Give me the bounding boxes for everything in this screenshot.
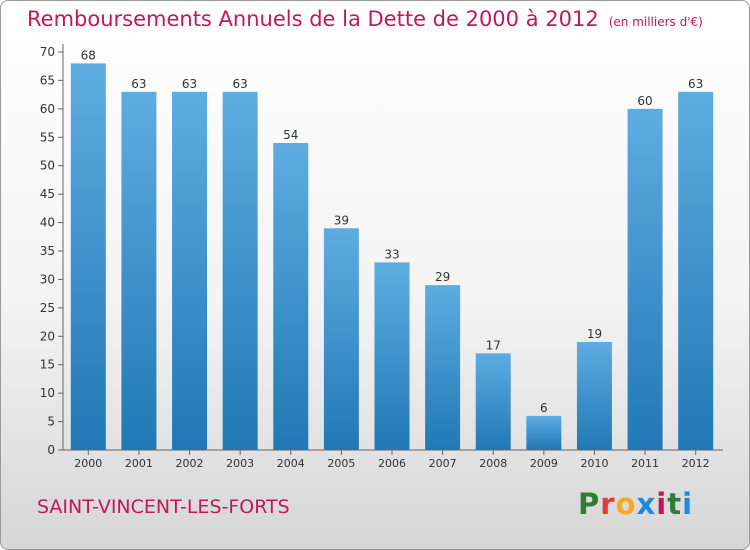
- y-tick-label: 25: [40, 301, 55, 315]
- x-tick-label: 2000: [74, 457, 102, 470]
- data-label: 68: [81, 48, 96, 62]
- data-label: 54: [283, 128, 298, 142]
- y-tick-label: 55: [40, 130, 55, 144]
- bar: [627, 108, 663, 450]
- x-tick-label: 2011: [631, 457, 659, 470]
- data-label: 29: [435, 270, 450, 284]
- data-label: 63: [688, 77, 703, 91]
- chart-title: Remboursements Annuels de la Dette de 20…: [27, 7, 703, 31]
- proxiti-logo: Proxiti: [578, 487, 693, 521]
- data-label: 19: [587, 327, 602, 341]
- x-tick-label: 2010: [580, 457, 608, 470]
- bar: [121, 91, 157, 451]
- y-tick-label: 40: [40, 216, 55, 230]
- data-label: 39: [334, 213, 349, 227]
- data-label: 60: [637, 94, 652, 108]
- x-tick-label: 2001: [125, 457, 153, 470]
- bar: [273, 142, 309, 450]
- data-label: 6: [540, 401, 548, 415]
- title-text: Remboursements Annuels de la Dette de 20…: [27, 7, 599, 31]
- logo-letter: i: [682, 487, 694, 521]
- x-tick-label: 2002: [176, 457, 204, 470]
- y-tick-label: 65: [40, 73, 55, 87]
- y-tick-label: 35: [40, 244, 55, 258]
- logo-letter: r: [600, 487, 616, 521]
- data-label: 63: [182, 77, 197, 91]
- y-tick-label: 0: [47, 443, 55, 457]
- logo-letter: P: [578, 487, 601, 521]
- bar: [222, 91, 258, 451]
- x-tick-label: 2009: [530, 457, 558, 470]
- logo-letter: t: [667, 487, 683, 521]
- y-tick-label: 20: [40, 329, 55, 343]
- logo-letter: o: [615, 487, 637, 521]
- y-tick-label: 50: [40, 159, 55, 173]
- logo-letter: x: [636, 487, 657, 521]
- x-tick-label: 2008: [479, 457, 507, 470]
- y-tick-label: 45: [40, 187, 55, 201]
- bar: [526, 415, 562, 450]
- x-tick-label: 2006: [378, 457, 406, 470]
- bar: [374, 262, 410, 450]
- bar: [172, 91, 208, 451]
- data-label: 17: [486, 338, 501, 352]
- x-tick-label: 2012: [682, 457, 710, 470]
- data-label: 63: [131, 77, 146, 91]
- y-tick-label: 60: [40, 102, 55, 116]
- y-tick-label: 70: [40, 45, 55, 59]
- x-tick-label: 2005: [327, 457, 355, 470]
- y-tick-label: 30: [40, 272, 55, 286]
- bar: [576, 341, 612, 450]
- bar: [70, 63, 106, 450]
- bar: [323, 228, 359, 450]
- y-tick-label: 5: [47, 415, 55, 429]
- y-tick-label: 15: [40, 358, 55, 372]
- commune-name: SAINT-VINCENT-LES-FORTS: [37, 496, 290, 518]
- x-tick-label: 2007: [429, 457, 457, 470]
- x-tick-label: 2003: [226, 457, 254, 470]
- logo-letter: i: [656, 487, 668, 521]
- unit-label: (en milliers d'€): [608, 15, 703, 29]
- y-tick-label: 10: [40, 386, 55, 400]
- bar: [425, 285, 461, 450]
- x-tick-label: 2004: [277, 457, 305, 470]
- data-label: 63: [233, 77, 248, 91]
- bar: [475, 353, 511, 450]
- bar: [678, 91, 714, 451]
- data-label: 33: [384, 247, 399, 261]
